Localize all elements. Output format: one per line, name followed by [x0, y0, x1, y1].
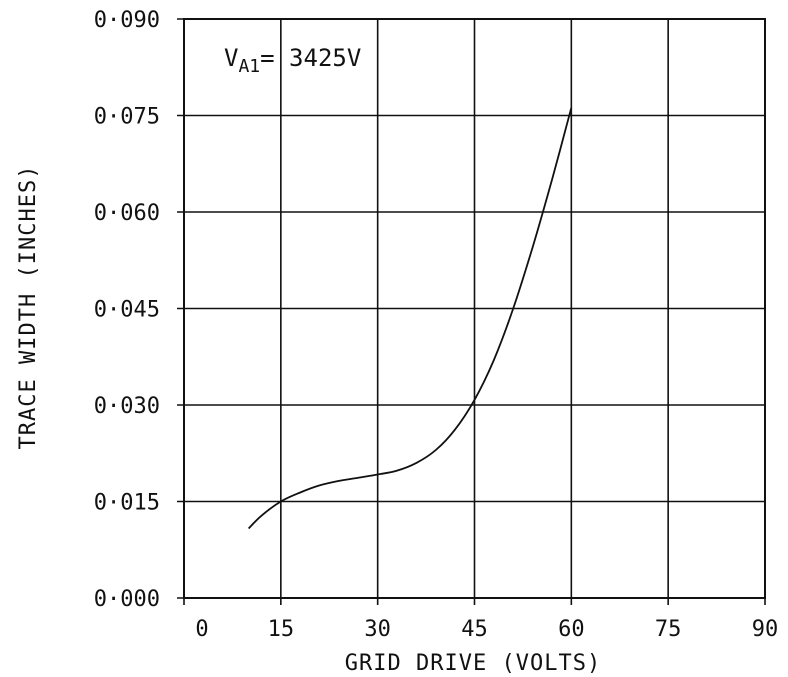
x-tick-label: 45 [461, 617, 488, 642]
x-tick-label: 75 [655, 617, 682, 642]
y-tick-label: 0·000 [94, 587, 160, 612]
y-tick-label: 0·015 [94, 491, 160, 516]
series-line [247, 107, 573, 530]
y-tick-label: 0·075 [94, 105, 160, 130]
x-tick-label: 0 [195, 617, 208, 642]
y-tick-label: 0·090 [94, 8, 160, 33]
annotation-sub: A1 [238, 56, 260, 77]
x-tick-label: 30 [364, 617, 391, 642]
annotation: VA1= 3425V [224, 44, 361, 77]
annotation-main: V [224, 44, 238, 72]
y-axis-title: TRACE WIDTH (INCHES) [16, 165, 41, 450]
x-tick-labels: 0 15 30 45 60 75 90 [195, 617, 778, 642]
y-tick-label: 0·060 [94, 201, 160, 226]
y-tick-labels: 0·000 0·015 0·030 0·045 0·060 0·075 0·090 [94, 8, 160, 612]
y-tick-label: 0·030 [94, 394, 160, 419]
x-axis-title: GRID DRIVE (VOLTS) [345, 651, 601, 676]
y-tick-label: 0·045 [94, 298, 160, 323]
x-tick-label: 60 [558, 617, 585, 642]
annotation-rest: = 3425V [260, 44, 361, 72]
grid [177, 18, 766, 605]
plot-frame [183, 18, 766, 599]
x-tick-label: 90 [752, 617, 779, 642]
x-tick-label: 15 [268, 617, 295, 642]
